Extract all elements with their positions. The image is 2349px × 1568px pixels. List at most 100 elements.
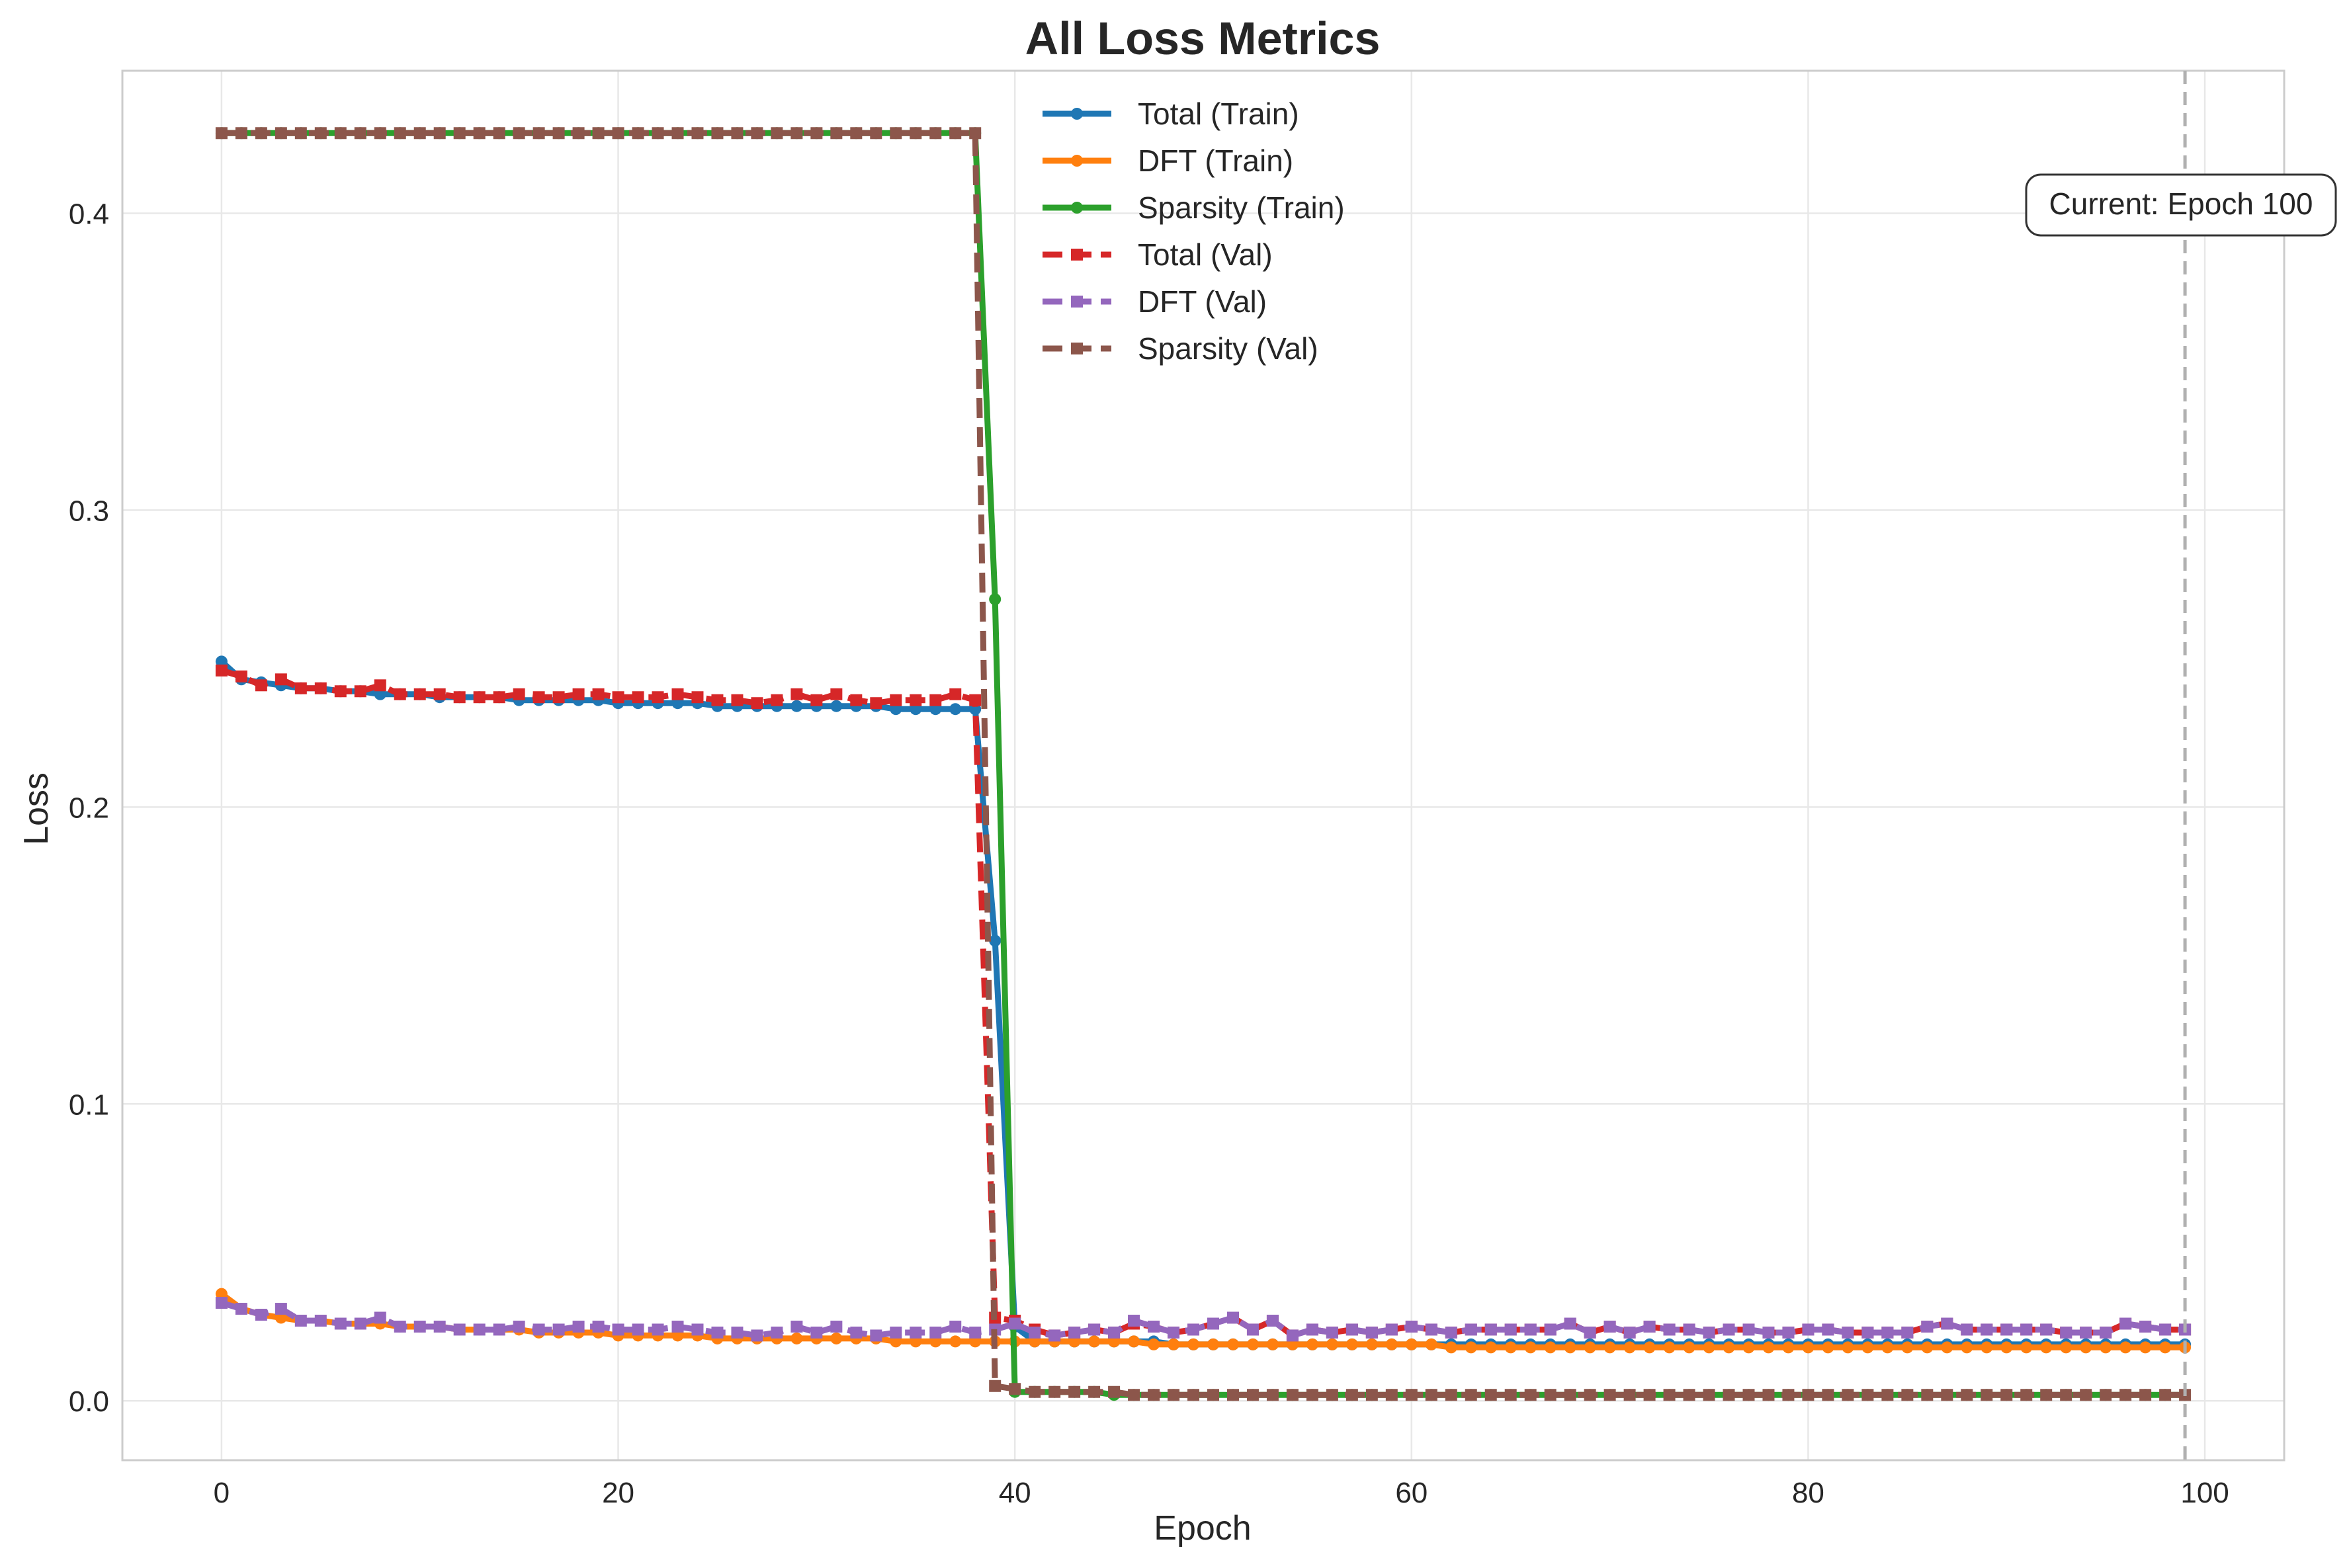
- data-point: [2020, 1389, 2033, 1401]
- data-point: [1961, 1323, 1973, 1336]
- legend-label: Sparsity (Val): [1138, 331, 1318, 366]
- chart-title: All Loss Metrics: [1025, 13, 1381, 64]
- series-line-sparsity-val: [221, 130, 2186, 1398]
- series-dft-val: [215, 1297, 2192, 1342]
- data-point: [1029, 1385, 1041, 1398]
- data-point: [1246, 1323, 1259, 1336]
- data-point: [1842, 1389, 1854, 1401]
- data-point: [671, 1320, 684, 1333]
- data-point: [552, 691, 565, 704]
- data-point: [453, 127, 466, 140]
- data-point: [1544, 1341, 1557, 1354]
- data-point: [711, 1326, 724, 1339]
- data-point: [870, 1329, 882, 1342]
- data-point: [1266, 1389, 1279, 1401]
- data-point: [989, 1380, 1002, 1392]
- data-point: [810, 1326, 823, 1339]
- legend-marker: [1071, 249, 1083, 261]
- data-point: [235, 127, 247, 140]
- data-point: [1723, 1389, 1735, 1401]
- data-point: [354, 1317, 366, 1330]
- data-point: [314, 682, 327, 694]
- data-point: [275, 673, 287, 686]
- data-point: [652, 127, 664, 140]
- data-point: [1742, 1323, 1755, 1336]
- data-point: [1088, 1323, 1101, 1336]
- data-point: [1009, 1383, 1021, 1395]
- data-point: [533, 1323, 545, 1336]
- plot-frame: [121, 69, 2285, 1462]
- data-point: [1603, 1341, 1616, 1354]
- data-point: [850, 127, 863, 140]
- data-point: [1584, 1341, 1596, 1354]
- data-point: [215, 664, 228, 677]
- data-point: [671, 688, 684, 700]
- legend-item-sparsity-train: Sparsity (Train): [1043, 190, 1345, 225]
- data-point: [810, 694, 823, 706]
- data-point: [771, 694, 783, 706]
- data-point: [255, 679, 267, 692]
- data-point: [1901, 1389, 1914, 1401]
- legend-item-sparsity-val: Sparsity (Val): [1043, 331, 1318, 366]
- data-point: [275, 1303, 287, 1315]
- data-point: [830, 700, 843, 712]
- data-point: [751, 697, 763, 710]
- data-point: [1663, 1389, 1676, 1401]
- data-point: [453, 691, 466, 704]
- data-point: [2080, 1341, 2092, 1354]
- data-point: [1246, 1389, 1259, 1401]
- data-point: [255, 1309, 267, 1321]
- data-point: [2100, 1341, 2112, 1354]
- data-point: [1643, 1389, 1656, 1401]
- data-point: [1187, 1338, 1200, 1350]
- data-point: [731, 127, 744, 140]
- data-point: [2080, 1389, 2092, 1401]
- data-point: [929, 1326, 942, 1339]
- data-point: [1465, 1389, 1477, 1401]
- data-point: [2119, 1317, 2132, 1330]
- data-point: [1168, 1338, 1180, 1350]
- data-point: [1266, 1338, 1279, 1350]
- data-point: [2159, 1389, 2172, 1401]
- data-point: [1385, 1389, 1398, 1401]
- data-point: [2080, 1326, 2092, 1339]
- data-point: [354, 127, 366, 140]
- data-point: [1148, 1389, 1160, 1401]
- data-point: [1425, 1389, 1437, 1401]
- data-point: [1425, 1323, 1437, 1336]
- y-tick-label: 0.1: [69, 1089, 109, 1121]
- data-point: [1861, 1341, 1874, 1354]
- data-point: [1484, 1323, 1497, 1336]
- legend-label: Total (Train): [1138, 97, 1299, 131]
- data-point: [433, 127, 446, 140]
- data-point: [612, 127, 624, 140]
- data-point: [632, 691, 644, 704]
- data-point: [1088, 1335, 1101, 1348]
- data-point: [1544, 1323, 1557, 1336]
- data-point: [771, 1326, 783, 1339]
- data-point: [2060, 1389, 2072, 1401]
- legend-label: Sparsity (Train): [1138, 190, 1345, 225]
- data-point: [294, 1315, 307, 1327]
- data-point: [1128, 1315, 1140, 1327]
- data-point: [294, 682, 307, 694]
- data-point: [890, 694, 902, 706]
- data-point: [1445, 1341, 1457, 1354]
- current-epoch-label: Current: Epoch 100: [2049, 186, 2313, 221]
- data-point: [394, 1320, 406, 1333]
- data-point: [751, 1329, 763, 1342]
- data-point: [314, 127, 327, 140]
- data-point: [1226, 1389, 1239, 1401]
- data-point: [2040, 1341, 2053, 1354]
- data-point: [711, 127, 724, 140]
- data-point: [572, 127, 585, 140]
- data-point: [691, 691, 704, 704]
- legend-label: Total (Val): [1138, 237, 1273, 272]
- legend-marker: [1071, 343, 1083, 354]
- data-point: [1822, 1341, 1834, 1354]
- data-point: [790, 1320, 803, 1333]
- data-point: [2119, 1341, 2132, 1354]
- y-axis-ticks: 0.0 0.1 0.2 0.3 0.4: [69, 198, 109, 1418]
- data-point: [1009, 1317, 1021, 1330]
- data-point: [1306, 1389, 1318, 1401]
